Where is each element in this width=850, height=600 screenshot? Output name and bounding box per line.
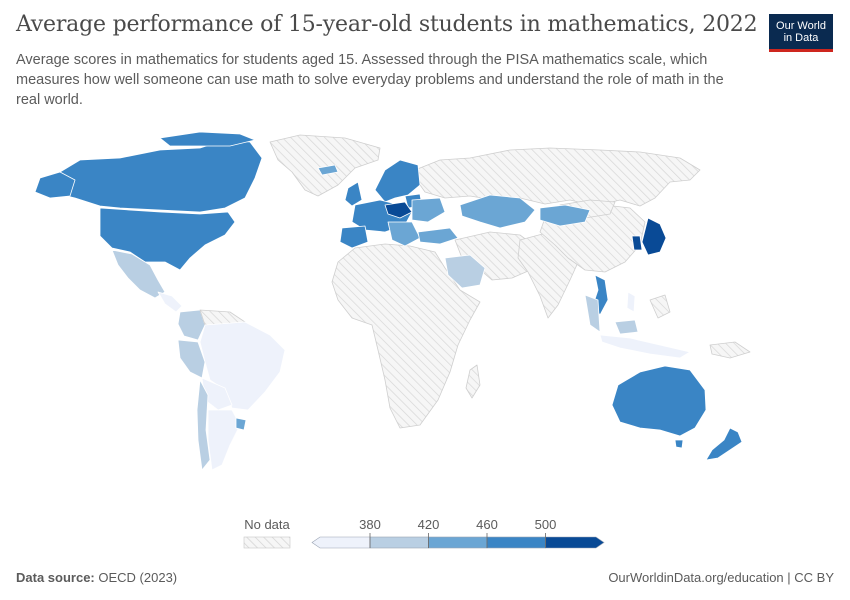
region-iberia[interactable]	[339, 225, 369, 249]
region-scandinavia[interactable]	[374, 159, 421, 203]
region-tasmania[interactable]	[674, 439, 684, 449]
region-chile[interactable]	[196, 379, 211, 471]
region-africa[interactable]	[331, 243, 481, 429]
region-saudi-arabia[interactable]	[444, 254, 486, 289]
legend-bin-4[interactable]	[486, 536, 546, 549]
region-usa[interactable]	[99, 207, 236, 271]
legend-tick-label-420: 420	[418, 517, 440, 532]
region-kazakhstan[interactable]	[459, 194, 536, 229]
legend-no-data-label: No data	[244, 517, 290, 532]
owid-logo[interactable]: Our World in Data	[769, 14, 833, 52]
region-iceland[interactable]	[317, 164, 339, 176]
region-brazil[interactable]	[199, 321, 286, 411]
region-turkey[interactable]	[417, 227, 459, 245]
map-legend: No data 380 420 460 500	[243, 517, 605, 549]
region-russia[interactable]	[414, 147, 701, 207]
logo-line-1: Our World	[776, 20, 826, 32]
legend-no-data-swatch	[243, 536, 291, 549]
region-japan[interactable]	[641, 217, 667, 256]
region-central-europe[interactable]	[384, 201, 413, 219]
logo-line-2: in Data	[783, 32, 819, 44]
region-madagascar[interactable]	[465, 364, 481, 399]
region-argentina[interactable]	[207, 409, 241, 471]
region-canada[interactable]	[44, 139, 263, 213]
data-source: Data source: OECD (2023)	[16, 570, 177, 585]
region-malaysia-brunei[interactable]	[614, 319, 639, 335]
legend-bin-5[interactable]	[545, 536, 605, 549]
data-source-label: Data source:	[16, 570, 95, 585]
region-indonesia[interactable]	[599, 334, 691, 359]
region-korea[interactable]	[631, 235, 643, 251]
legend-bin-2[interactable]	[369, 536, 429, 549]
region-italy-balkans[interactable]	[387, 221, 421, 247]
legend-tick-label-500: 500	[535, 517, 557, 532]
region-central-america[interactable]	[157, 291, 183, 313]
legend-bin-1[interactable]	[311, 536, 371, 549]
legend-bin-3[interactable]	[428, 536, 488, 549]
data-source-value[interactable]: OECD (2023)	[98, 570, 178, 585]
region-southeast-asia[interactable]	[584, 294, 601, 333]
legend-tick-label-380: 380	[359, 517, 381, 532]
region-philippines[interactable]	[626, 291, 636, 313]
region-canada-arctic[interactable]	[159, 131, 256, 147]
legend-tick-label-460: 460	[476, 517, 498, 532]
region-sea-islands[interactable]	[649, 294, 671, 319]
chart-subtitle: Average scores in mathematics for studen…	[16, 52, 724, 108]
region-alaska[interactable]	[34, 171, 76, 199]
region-colombia[interactable]	[177, 309, 206, 341]
world-map[interactable]	[0, 126, 850, 506]
region-uk-ireland[interactable]	[344, 181, 363, 207]
region-australia[interactable]	[611, 365, 707, 437]
region-png[interactable]	[709, 341, 751, 359]
region-greenland[interactable]	[269, 134, 381, 197]
region-uruguay[interactable]	[235, 417, 247, 431]
region-new-zealand[interactable]	[705, 427, 743, 461]
region-central-asia-east[interactable]	[539, 204, 591, 227]
credit-line[interactable]: OurWorldinData.org/education | CC BY	[608, 570, 834, 585]
chart-title: Average performance of 15-year-old stude…	[16, 12, 758, 37]
region-eastern-europe[interactable]	[411, 197, 446, 223]
